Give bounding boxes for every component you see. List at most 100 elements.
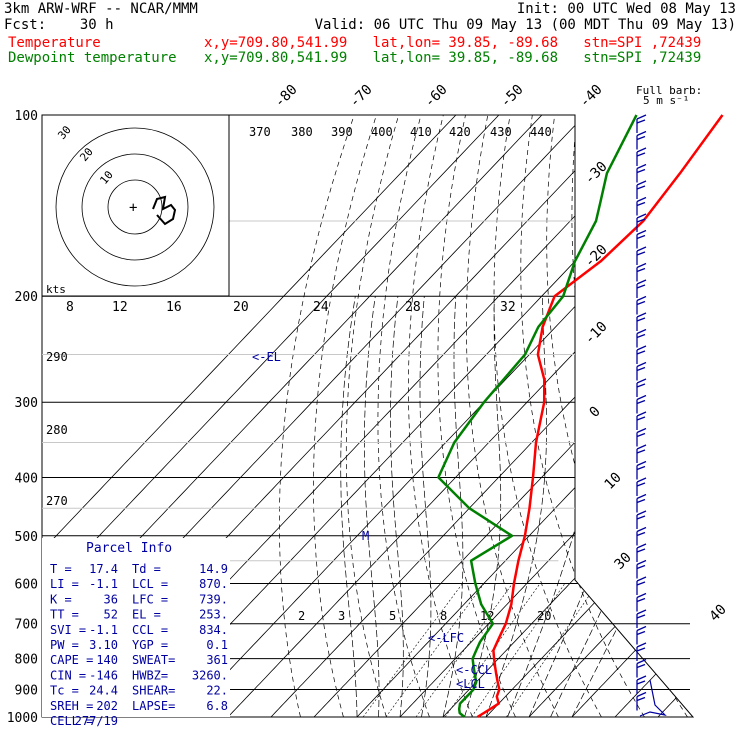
model-name: 3km ARW-WRF -- NCAR/MMM	[4, 1, 198, 17]
wind-barb-flag	[636, 477, 647, 483]
theta-label: 370	[249, 125, 271, 139]
isotherm-label: 10	[602, 470, 625, 493]
surface-wind-barbs	[639, 679, 667, 717]
wind-barb-flag	[636, 229, 647, 236]
parcel-value: 22.	[206, 684, 228, 698]
pressure-tick-label: 600	[15, 577, 38, 592]
pressure-tick-label: 300	[15, 396, 38, 411]
parcel-value: 361	[206, 653, 228, 667]
dewpoint-legend: Dewpoint temperature	[8, 50, 177, 66]
wind-barb-flag	[636, 416, 646, 421]
dry-adiabat-line	[408, 115, 473, 717]
temperature-legend: Temperature	[8, 35, 101, 51]
parcel-key: SWEAT=	[132, 653, 175, 667]
location-green: x,y=709.80,541.99 lat,lon= 39.85, -89.68…	[204, 50, 702, 66]
wind-barb-flag	[636, 647, 646, 652]
parcel-key: LFC =	[132, 592, 168, 606]
wind-barb-flag	[636, 345, 647, 351]
wind-barb-flag	[636, 383, 646, 388]
parcel-key: CAPE =	[50, 653, 93, 667]
wind-barb-flag	[636, 394, 647, 401]
parcel-box	[42, 538, 230, 717]
left-theta-label: 290	[46, 350, 68, 364]
wind-scale-label: 8	[66, 300, 74, 315]
wind-barb-flag	[636, 614, 646, 619]
dry-adiabat-line	[711, 115, 740, 717]
moist-adiabat-line	[364, 296, 380, 717]
moist-adiabat-line	[571, 296, 693, 717]
mixing-ratio-label: 3	[338, 609, 345, 623]
el-annotation: <-EL	[252, 350, 281, 364]
theta-label: 400	[371, 125, 393, 139]
wind-barb-flag	[636, 691, 647, 698]
dry-adiabat-line	[493, 115, 602, 717]
wind-barb-flag	[636, 262, 647, 269]
wind-barb-flag	[636, 493, 647, 500]
isotherm-line	[227, 115, 693, 717]
wind-barb-flag	[636, 592, 647, 599]
mixing-ratio-label: 20	[537, 609, 551, 623]
wind-barb-flag	[636, 114, 647, 120]
wind-barb-flag	[636, 201, 646, 207]
dry-adiabat-line	[596, 115, 693, 717]
dry-adiabat-line	[733, 115, 740, 717]
parcel-value: 3260.	[192, 668, 228, 682]
wind-barb-flag	[636, 498, 646, 504]
mixing-ratio-line	[471, 583, 566, 717]
wind-barb-flag	[636, 449, 646, 454]
wind-barb-flag	[636, 300, 646, 306]
ccl-annotation: <-CCL	[456, 663, 492, 677]
parcel-value: 52	[104, 608, 118, 622]
hodograph-box	[41, 114, 230, 297]
barb-legend-label: Full barb:	[636, 84, 702, 97]
wind-barb-flag	[636, 548, 646, 553]
wind-barb-flag	[636, 267, 646, 273]
mixing-ratio-label: 5	[389, 609, 396, 623]
wind-barb-flag	[636, 163, 647, 170]
parcel-value: 870.	[199, 577, 228, 591]
theta-label: 380	[291, 125, 313, 139]
barb-legend-unit: 5 m s⁻¹	[643, 94, 689, 107]
valid-time: Valid: 06 UTC Thu 09 May 13 (00 MDT Thu …	[314, 17, 736, 33]
parcel-key: CIN =	[50, 668, 86, 682]
dry-adiabat-line	[377, 115, 430, 717]
moist-adiabat-line	[390, 296, 404, 717]
pressure-tick-label: 800	[15, 653, 38, 668]
wind-barb-flag	[636, 196, 647, 203]
parcel-key: SHEAR=	[132, 684, 175, 698]
moist-adiabat-line	[528, 296, 672, 717]
isotherm-line	[356, 115, 693, 717]
moist-adiabat-line	[550, 296, 693, 717]
hodograph-ring	[81, 153, 189, 261]
hodograph-ring	[55, 127, 215, 287]
parcel-key: CELL =	[50, 714, 93, 728]
parcel-value: 140	[96, 653, 118, 667]
wind-barb-flag	[636, 119, 646, 124]
wind-barb-flag	[636, 543, 647, 549]
moist-adiabat-line	[464, 296, 502, 717]
left-theta-label: 270	[46, 494, 68, 508]
wind-barb-flag	[636, 246, 647, 252]
wind-barb-flag	[636, 361, 647, 368]
hodograph-center: +	[129, 200, 137, 216]
wind-barb-flag	[636, 482, 646, 487]
wind-barb-flag	[636, 576, 647, 582]
theta-label: 430	[490, 125, 512, 139]
wind-barb-flag	[636, 234, 646, 240]
mixing-ratio-line	[506, 583, 598, 717]
wind-barb-flag	[636, 531, 646, 537]
parcel-value: 277/19	[75, 714, 118, 728]
isotherm-label: -50	[498, 82, 527, 111]
forecast-hour: Fcst: 30 h	[4, 17, 114, 33]
wind-barb-flag	[636, 333, 646, 339]
wind-barb-flag	[636, 180, 647, 186]
wind-barb-flag	[636, 515, 646, 520]
parcel-value: 24.4	[89, 684, 118, 698]
pressure-tick-label: 700	[15, 618, 38, 633]
theta-label: 410	[410, 125, 432, 139]
wind-barb-flag	[636, 625, 647, 632]
wind-barb-flag	[636, 444, 647, 450]
pressure-tick-label: 100	[15, 109, 38, 124]
wind-barb-flag	[636, 460, 647, 467]
parcel-value: -1.1	[89, 623, 118, 637]
